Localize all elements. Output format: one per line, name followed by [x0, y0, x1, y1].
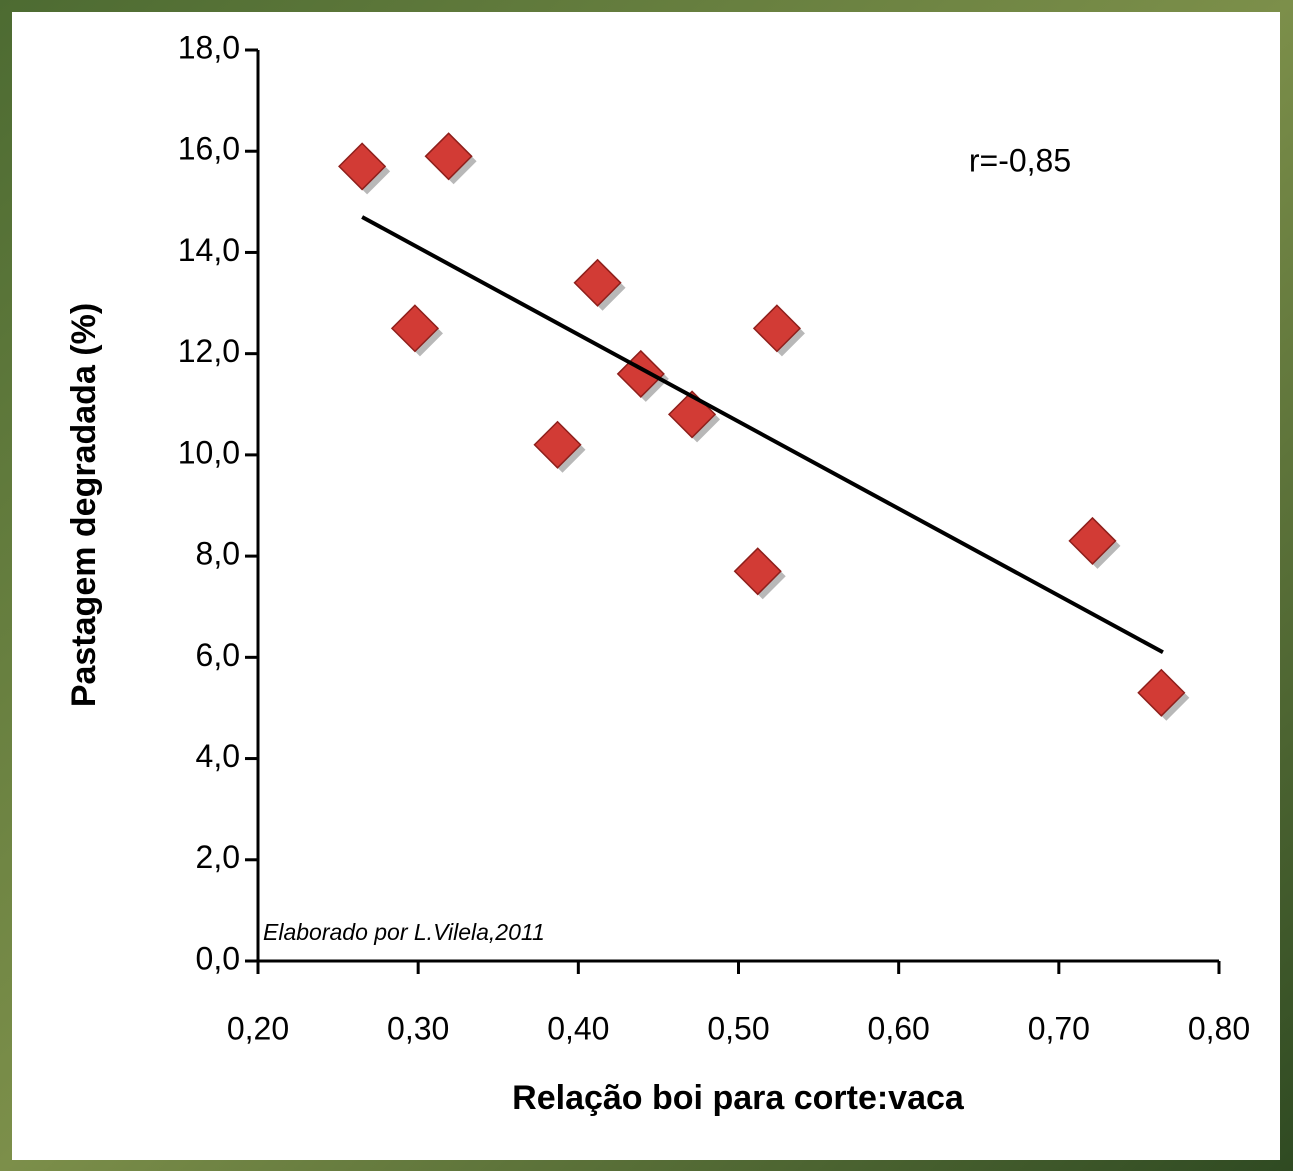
x-tick-label: 0,80: [1188, 1010, 1250, 1046]
y-axis-title: Pastagem degradada (%): [65, 303, 103, 707]
y-tick-label: 14,0: [178, 232, 240, 268]
point: [573, 258, 622, 307]
point: [1137, 668, 1186, 717]
y-tick-label: 2,0: [196, 839, 240, 875]
y-tick-label: 8,0: [196, 536, 240, 572]
y-tick-label: 6,0: [196, 637, 240, 673]
x-tick-label: 0,20: [227, 1010, 289, 1046]
point: [733, 547, 782, 596]
y-tick-label: 12,0: [178, 333, 240, 369]
y-tick-label: 4,0: [196, 738, 240, 774]
point: [338, 142, 387, 191]
point: [752, 304, 802, 353]
annotation: r=-0,85: [969, 142, 1071, 178]
point: [424, 132, 473, 181]
y-tick-label: 18,0: [178, 29, 240, 65]
trendline: [361, 215, 1164, 655]
x-tick-label: 0,40: [547, 1010, 609, 1046]
x-tick-label: 0,50: [707, 1010, 769, 1046]
x-axis-title: Relação boi para corte:vaca: [512, 1079, 965, 1117]
point: [1068, 516, 1117, 565]
x-tick-label: 0,70: [1028, 1010, 1090, 1046]
y-tick-label: 10,0: [178, 434, 240, 470]
x-tick-label: 0,30: [387, 1010, 449, 1046]
y-tick-label: 0,0: [196, 940, 240, 976]
x-tick-label: 0,60: [868, 1010, 930, 1046]
plot-panel: [12, 12, 1280, 1160]
y-tick-label: 16,0: [178, 131, 240, 167]
point: [390, 304, 440, 353]
point: [533, 420, 582, 469]
source-note: Elaborado por L.Vilela,2011: [263, 919, 545, 945]
